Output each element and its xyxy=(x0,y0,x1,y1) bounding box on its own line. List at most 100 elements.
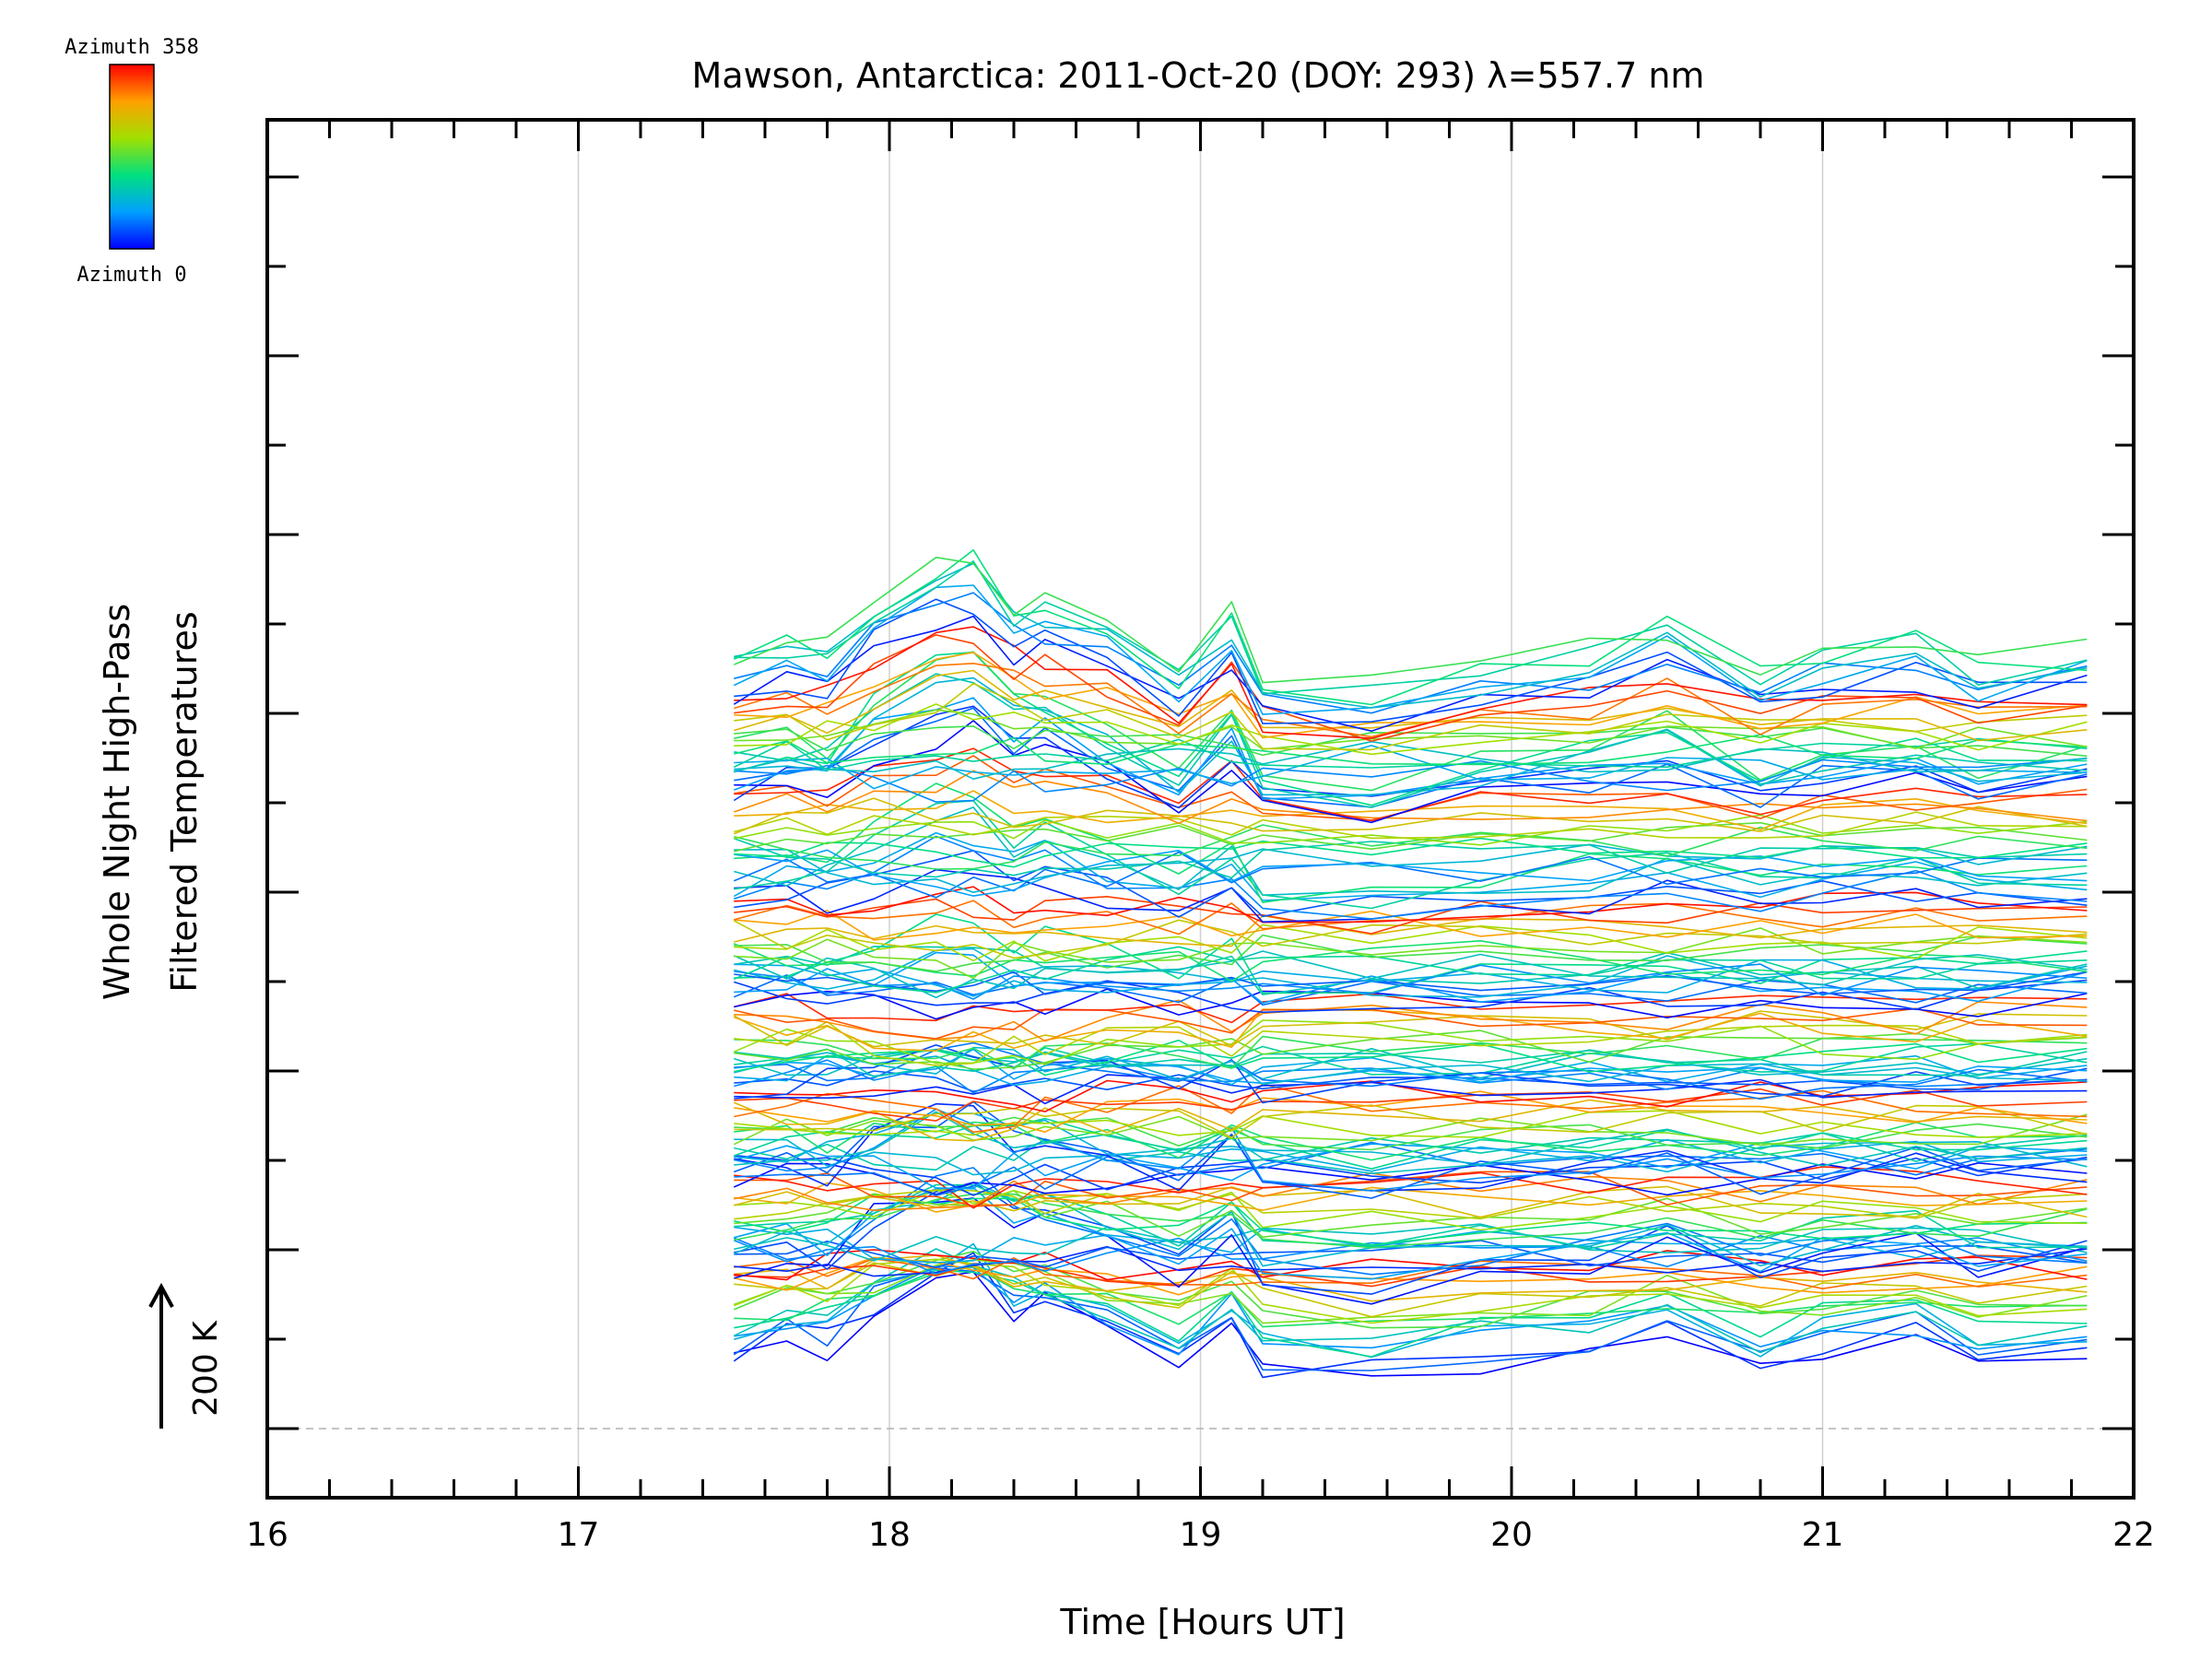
series-line xyxy=(733,1113,2088,1147)
series-line xyxy=(734,1256,2088,1296)
series-line xyxy=(734,849,2088,897)
series-line xyxy=(734,837,2088,879)
y-axis-label-line2: Filtered Temperatures xyxy=(164,611,205,992)
x-tick-label: 19 xyxy=(1180,1516,1222,1554)
scale-bar-label: 200 K xyxy=(187,1320,225,1417)
series-line xyxy=(734,1186,2088,1280)
series-line xyxy=(734,1104,2088,1138)
series-line xyxy=(734,725,2088,758)
x-tick-label: 22 xyxy=(2112,1516,2155,1554)
series-line xyxy=(734,758,2088,803)
series-line xyxy=(734,770,2088,825)
scale-bar: 200 K xyxy=(148,1282,225,1429)
series-line xyxy=(734,979,2088,1014)
x-tick-label: 21 xyxy=(1802,1516,1844,1554)
series-line xyxy=(734,662,2088,738)
series-line xyxy=(734,799,2088,910)
series-line xyxy=(734,1265,2088,1328)
series-line xyxy=(734,837,2088,868)
chart-title: Mawson, Antarctica: 2011-Oct-20 (DOY: 29… xyxy=(692,55,1705,96)
series-line xyxy=(734,651,2088,792)
series-line xyxy=(734,592,2088,714)
series-line xyxy=(734,1007,2088,1040)
axes: 16 17 18 19 20 21 22 xyxy=(246,118,2155,1554)
series-line xyxy=(734,745,2088,790)
y-axis-label: Whole Night High-Pass Filtered Temperatu… xyxy=(97,604,205,1000)
series-line xyxy=(734,1008,2088,1052)
series-line xyxy=(734,1048,2088,1080)
series-line xyxy=(734,720,2088,824)
series-line xyxy=(734,1257,2088,1289)
series-line xyxy=(734,1193,2088,1249)
series-line xyxy=(734,1249,2088,1281)
series-line xyxy=(734,1141,2088,1196)
series-line xyxy=(734,1254,2088,1288)
series-line xyxy=(734,1166,2088,1209)
series-line xyxy=(734,1112,2088,1172)
series-line xyxy=(734,1138,2088,1176)
series-line xyxy=(734,1171,2088,1207)
series-line xyxy=(734,1041,2088,1100)
series-line xyxy=(734,1090,2088,1133)
series-line xyxy=(734,1154,2088,1196)
series-line xyxy=(733,1248,2088,1354)
series-line xyxy=(734,560,2088,695)
series-line xyxy=(733,584,2088,715)
series-line xyxy=(734,677,2088,796)
series-line xyxy=(734,1132,2088,1171)
y-axis-label-line1: Whole Night High-Pass xyxy=(97,604,137,1000)
x-tick-label: 17 xyxy=(558,1516,600,1554)
series-line xyxy=(734,1054,2088,1087)
series-line xyxy=(734,697,2088,800)
grid-lines xyxy=(267,120,2134,1498)
series-line xyxy=(734,1245,2088,1277)
x-tick-label: 18 xyxy=(868,1516,911,1554)
series-line xyxy=(733,919,2088,959)
series-line xyxy=(734,703,2088,756)
series-line xyxy=(733,548,2088,706)
series-line xyxy=(734,814,2088,846)
series-line xyxy=(734,709,2088,750)
series-line xyxy=(733,556,2088,684)
series-line xyxy=(734,669,2088,742)
series-line xyxy=(734,1020,2088,1066)
series-line xyxy=(734,1189,2088,1231)
x-axis-label: Time [Hours UT] xyxy=(1059,1602,1345,1642)
series-line xyxy=(733,615,2088,733)
series-line xyxy=(734,924,2088,962)
series-lines xyxy=(733,548,2088,1379)
series-line xyxy=(734,790,2088,830)
series-line xyxy=(734,1046,2088,1086)
series-line xyxy=(734,1242,2088,1359)
series-line xyxy=(734,1030,2088,1070)
series-line xyxy=(734,633,2088,742)
series-line xyxy=(734,927,2088,980)
series-line xyxy=(734,821,2088,853)
series-line xyxy=(734,1259,2088,1324)
series-line xyxy=(734,626,2088,739)
series-line xyxy=(734,988,2088,1020)
series-line xyxy=(734,1088,2088,1122)
series-line xyxy=(734,740,2088,781)
series-line xyxy=(734,1121,2088,1161)
series-line xyxy=(733,1267,2088,1371)
colorbar-bottom-label: Azimuth 0 xyxy=(76,264,186,287)
series-line xyxy=(734,963,2088,1000)
series-line xyxy=(734,914,2088,947)
series-line xyxy=(734,811,2088,840)
scale-bar-arrowhead xyxy=(148,1282,174,1308)
series-line xyxy=(733,831,2088,901)
series-line xyxy=(733,1099,2088,1142)
series-line xyxy=(734,682,2088,751)
series-line xyxy=(734,1271,2088,1377)
series-line xyxy=(734,886,2088,924)
series-line xyxy=(734,734,2088,766)
series-line xyxy=(734,1110,2088,1138)
series-line xyxy=(734,1226,2088,1264)
series-line xyxy=(734,1083,2088,1134)
colorbar-top-label: Azimuth 358 xyxy=(65,36,199,59)
series-line xyxy=(734,755,2088,821)
series-line xyxy=(734,1048,2088,1078)
series-line xyxy=(734,1172,2088,1211)
